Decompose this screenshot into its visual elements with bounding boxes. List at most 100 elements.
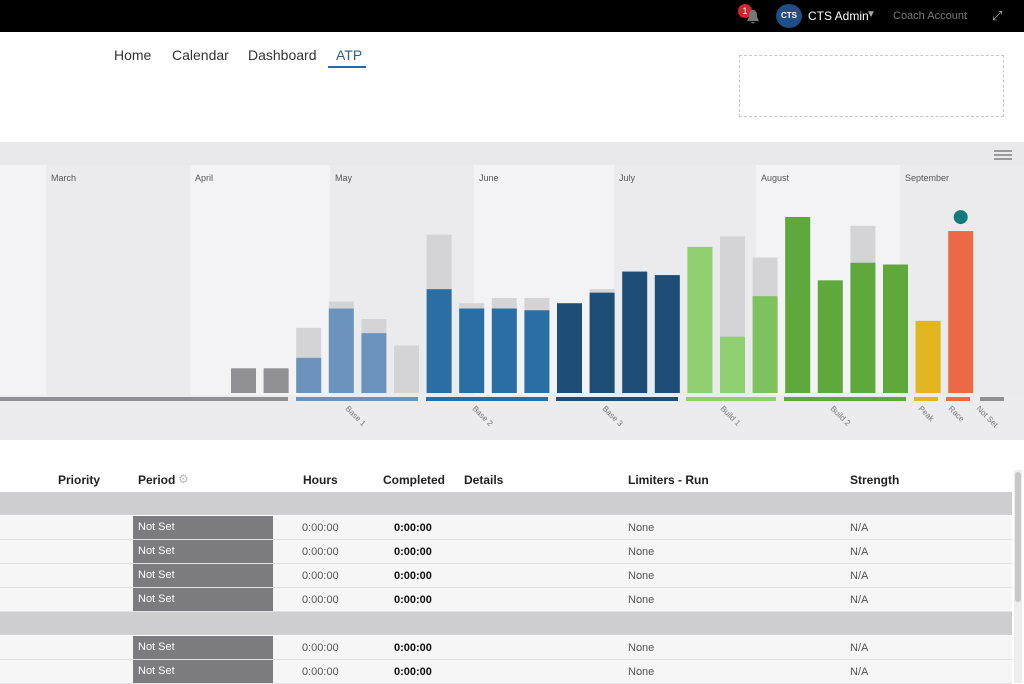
- user-menu[interactable]: CTS Admin: [808, 9, 869, 23]
- limiters-cell: None: [628, 666, 655, 678]
- hours-cell: 0:00:00: [302, 570, 339, 582]
- phase-label: Build 1: [719, 404, 743, 428]
- completed-bar: [491, 308, 517, 393]
- completed-bar: [263, 368, 289, 393]
- completed-bar: [654, 275, 680, 393]
- col-hours[interactable]: Hours: [303, 473, 338, 487]
- limiters-cell: None: [628, 570, 655, 582]
- phase-bar: [686, 397, 776, 401]
- phase-label: Base 2: [471, 404, 495, 428]
- phase-bar: [784, 397, 906, 401]
- expand-icon[interactable]: ⤢: [992, 8, 1003, 23]
- menu-icon[interactable]: [994, 150, 1012, 162]
- nav-calendar[interactable]: Calendar: [172, 47, 229, 63]
- month-band: [0, 165, 46, 395]
- bell-icon[interactable]: [744, 8, 762, 26]
- completed-bar: [459, 308, 485, 393]
- month-label: May: [335, 173, 353, 183]
- period-cell[interactable]: Not Set: [133, 636, 273, 659]
- phase-label: Not Set: [975, 404, 1001, 430]
- strength-cell: N/A: [850, 546, 869, 558]
- table-row[interactable]: Not Set 0:00:00 0:00:00 None N/A: [0, 636, 1012, 660]
- month-label: August: [761, 173, 790, 183]
- completed-bar: [720, 336, 745, 393]
- table-group-row: [0, 612, 1012, 635]
- hours-cell: 0:00:00: [302, 666, 339, 678]
- nav-dashboard[interactable]: Dashboard: [248, 47, 317, 63]
- limiters-cell: None: [628, 594, 655, 606]
- table-row[interactable]: Not Set 0:00:00 0:00:00 None N/A: [0, 516, 1012, 540]
- table-row[interactable]: Not Set 0:00:00 0:00:00 None N/A: [0, 588, 1012, 612]
- account-logo[interactable]: CTS: [776, 4, 802, 28]
- nav-active-indicator: [328, 66, 366, 68]
- period-cell[interactable]: Not Set: [133, 516, 273, 539]
- chart-toolbar: [0, 142, 1024, 166]
- phase-bar: [980, 397, 1004, 401]
- atp-bar-chart: March April May June July August September Base…: [0, 165, 1024, 430]
- period-cell[interactable]: Not Set: [133, 660, 273, 683]
- phase-label: Base 1: [344, 404, 368, 428]
- col-priority[interactable]: Priority: [58, 473, 101, 487]
- hours-cell: 0:00:00: [302, 642, 339, 654]
- col-details[interactable]: Details: [464, 473, 504, 487]
- phase-bar: [914, 397, 938, 401]
- col-completed[interactable]: Completed: [383, 473, 446, 487]
- completed-bar: [296, 357, 322, 393]
- completed-bar: [426, 289, 452, 393]
- col-limiters-run[interactable]: Limiters - Run: [628, 473, 709, 487]
- phase-bar: [296, 397, 418, 401]
- trophy-icon: [953, 210, 968, 225]
- col-period[interactable]: Period: [138, 473, 176, 487]
- completed-bar: [785, 217, 811, 393]
- hours-cell: 0:00:00: [302, 546, 339, 558]
- coach-account-link[interactable]: Coach Account: [893, 10, 967, 22]
- completed-cell: 0:00:00: [394, 546, 432, 558]
- month-label: March: [51, 173, 76, 183]
- table-row[interactable]: Not Set 0:00:00 0:00:00 None N/A: [0, 564, 1012, 588]
- completed-bar: [752, 296, 778, 393]
- completed-bar: [524, 310, 550, 393]
- month-label: September: [905, 173, 949, 183]
- completed-bar: [622, 271, 648, 393]
- period-cell[interactable]: Not Set: [133, 540, 273, 563]
- nav-home[interactable]: Home: [114, 47, 152, 63]
- completed-cell: 0:00:00: [394, 522, 432, 534]
- period-cell[interactable]: Not Set: [133, 588, 273, 611]
- completed-cell: 0:00:00: [394, 642, 432, 654]
- phase-bar: [426, 397, 548, 401]
- table-header: Priority Period ⚙ Hours Completed Detail…: [0, 466, 1012, 492]
- month-label: July: [619, 173, 636, 183]
- strength-cell: N/A: [850, 666, 869, 678]
- col-strength[interactable]: Strength: [850, 473, 900, 487]
- notification-badge: 1: [738, 4, 752, 18]
- placeholder-panel: [739, 55, 1004, 117]
- phase-bar: [946, 397, 970, 401]
- completed-bar: [231, 368, 256, 393]
- limiters-cell: None: [628, 522, 655, 534]
- top-bar: 1 CTS CTS Admin ▼ Coach Account ⤢: [0, 0, 1024, 32]
- table-row[interactable]: Not Set 0:00:00 0:00:00 None N/A: [0, 540, 1012, 564]
- completed-bar: [557, 303, 582, 393]
- phase-label: Peak: [917, 404, 937, 424]
- completed-bar: [361, 333, 387, 393]
- completed-bar: [817, 280, 843, 393]
- completed-cell: 0:00:00: [394, 594, 432, 606]
- month-label: June: [479, 173, 499, 183]
- gear-icon[interactable]: ⚙: [178, 472, 189, 486]
- chevron-down-icon[interactable]: ▼: [866, 9, 876, 20]
- limiters-cell: None: [628, 546, 655, 558]
- nav-atp[interactable]: ATP: [336, 47, 363, 63]
- period-cell[interactable]: Not Set: [133, 564, 273, 587]
- completed-bar: [687, 246, 713, 393]
- completed-bar: [589, 292, 615, 393]
- completed-cell: 0:00:00: [394, 570, 432, 582]
- scrollbar-thumb[interactable]: [1015, 472, 1021, 602]
- hours-cell: 0:00:00: [302, 522, 339, 534]
- table-row[interactable]: Not Set 0:00:00 0:00:00 None N/A: [0, 660, 1012, 684]
- table-group-row: [0, 492, 1012, 515]
- month-label: April: [195, 173, 213, 183]
- strength-cell: N/A: [850, 594, 869, 606]
- phase-label: Base 3: [601, 404, 625, 428]
- completed-bar: [850, 262, 876, 393]
- limiters-cell: None: [628, 642, 655, 654]
